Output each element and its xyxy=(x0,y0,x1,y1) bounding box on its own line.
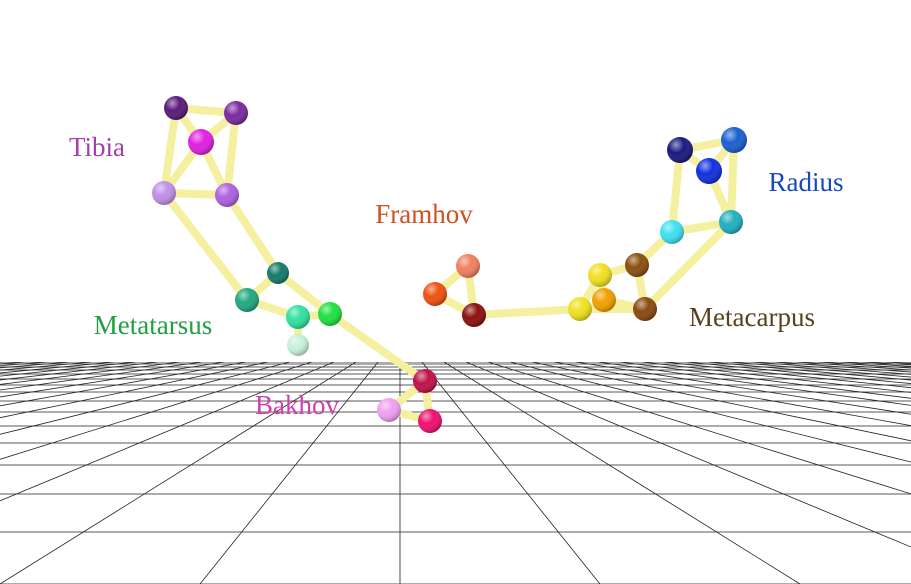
joint-shade xyxy=(377,398,401,422)
joint-shade xyxy=(423,282,447,306)
grid-line xyxy=(0,362,225,398)
grid-line xyxy=(795,362,911,371)
joint-shade xyxy=(235,288,259,312)
grid-line xyxy=(0,362,181,385)
label: Tibia xyxy=(69,132,125,162)
grid-line xyxy=(0,362,159,381)
grid-line xyxy=(443,362,801,584)
joint-shade xyxy=(719,210,743,234)
grid-line xyxy=(0,362,49,367)
floor-grid xyxy=(0,362,911,584)
grid-line xyxy=(0,362,313,460)
joint-shade xyxy=(462,303,486,327)
label: Radius xyxy=(768,167,843,197)
label: Framhov xyxy=(375,199,473,229)
grid-line xyxy=(707,362,911,381)
grid-line xyxy=(0,362,27,365)
grid-line xyxy=(0,362,203,391)
joint-shade xyxy=(660,220,684,244)
grid-line xyxy=(0,362,269,419)
joint-shade xyxy=(164,96,188,120)
grid-line xyxy=(0,362,291,435)
joint-shade xyxy=(588,263,612,287)
joint-shade xyxy=(152,181,176,205)
joint-shade xyxy=(667,137,693,163)
grid-line xyxy=(465,362,911,548)
joint-shade xyxy=(287,334,309,356)
joint-shade xyxy=(413,369,437,393)
rod xyxy=(427,135,743,323)
grid-line xyxy=(597,362,911,406)
joint-shade xyxy=(696,158,722,184)
joint-shade xyxy=(721,127,747,153)
joint-shade xyxy=(456,254,480,278)
grid-line xyxy=(199,362,379,584)
grid-line xyxy=(421,362,601,584)
joint-shade xyxy=(188,129,214,155)
grid-line xyxy=(0,362,335,502)
grid-line xyxy=(0,362,247,407)
grid-line xyxy=(531,362,911,442)
grid-line xyxy=(509,362,911,463)
joint-shade xyxy=(418,409,442,433)
joint-shade xyxy=(224,101,248,125)
grid-line xyxy=(0,362,93,371)
grid-line xyxy=(553,362,911,427)
joint-shade xyxy=(625,253,649,277)
joint-shade xyxy=(215,183,239,207)
grid-line xyxy=(773,362,911,373)
grid-line xyxy=(575,362,911,415)
label: Bakhov xyxy=(255,390,339,420)
grid-line xyxy=(0,362,5,363)
grid-line xyxy=(619,362,911,399)
grid-line xyxy=(0,362,357,584)
label: Metacarpus xyxy=(689,302,815,332)
grid-line xyxy=(839,362,911,367)
grid-line xyxy=(817,362,911,369)
grid-line xyxy=(641,362,911,393)
joint-shade xyxy=(592,288,616,312)
joint-shade xyxy=(286,305,310,329)
grid-line xyxy=(905,362,911,363)
joint-shade xyxy=(633,297,657,321)
joints xyxy=(152,96,747,433)
label: Metatarsus xyxy=(94,310,212,340)
grid-line xyxy=(487,362,911,495)
grid-line xyxy=(685,362,911,384)
joint-shade xyxy=(318,302,342,326)
joint-shade xyxy=(267,262,289,284)
joint-shade xyxy=(568,297,592,321)
